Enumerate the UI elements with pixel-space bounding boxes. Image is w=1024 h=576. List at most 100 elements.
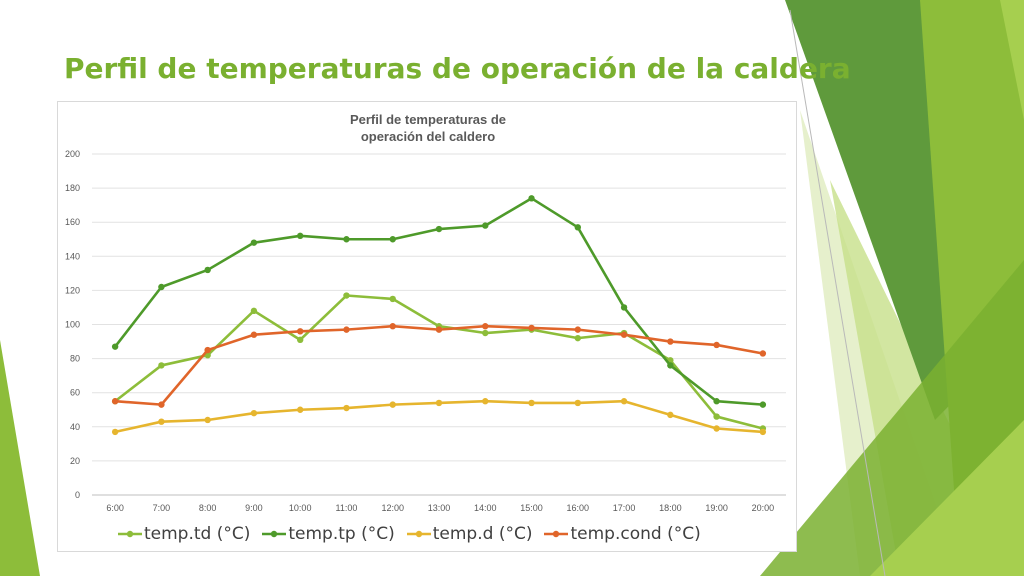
data-point xyxy=(528,399,535,407)
chart-title: Perfil de temperaturas de operación del … xyxy=(58,111,798,145)
data-point xyxy=(158,418,165,425)
legend-swatch xyxy=(406,530,431,538)
x-tick-label: 13:00 xyxy=(428,503,451,513)
data-point xyxy=(713,413,720,420)
data-point xyxy=(482,222,489,229)
legend-swatch xyxy=(118,530,142,538)
x-tick-label: 6:00 xyxy=(106,503,124,513)
x-tick-label: 19:00 xyxy=(705,503,728,513)
data-point xyxy=(250,331,258,338)
data-point xyxy=(111,428,119,436)
x-tick-label: 10:00 xyxy=(289,503,312,513)
y-tick-label: 160 xyxy=(65,217,80,227)
data-point xyxy=(389,401,396,408)
data-point xyxy=(204,266,211,274)
data-point xyxy=(389,295,396,303)
data-point xyxy=(667,362,674,369)
chart-plot: 0 20 40 60 80 100 120 140 160 180 200 6:00 7:00 8:00 9… xyxy=(65,149,786,513)
x-tick-label: 16:00 xyxy=(567,503,590,513)
x-tick-label: 12:00 xyxy=(381,503,404,513)
data-point xyxy=(111,398,119,405)
data-point xyxy=(620,331,628,338)
data-point xyxy=(713,341,720,349)
data-point xyxy=(574,326,581,333)
data-point xyxy=(713,398,720,405)
deco-left-bottom-shape xyxy=(0,340,40,576)
y-tick-label: 140 xyxy=(65,251,80,261)
data-point xyxy=(713,425,720,432)
data-point xyxy=(297,406,304,413)
legend-swatch xyxy=(262,530,287,538)
legend-label: temp.tp (°C) xyxy=(288,524,395,544)
deco-bottom-light-shape xyxy=(870,420,1024,576)
deco-thin-line xyxy=(789,9,886,576)
data-point xyxy=(297,328,304,335)
data-point xyxy=(343,292,350,299)
y-tick-label: 200 xyxy=(65,149,80,159)
chart-title-line-2: operación del caldero xyxy=(360,129,496,144)
data-point xyxy=(759,401,767,408)
data-point xyxy=(204,416,211,424)
y-tick-label: 80 xyxy=(70,354,80,364)
data-point xyxy=(482,398,489,405)
y-tick-label: 180 xyxy=(65,183,80,193)
data-point xyxy=(250,239,258,246)
data-point xyxy=(528,195,535,202)
x-tick-label: 11:00 xyxy=(336,503,358,513)
data-point xyxy=(759,350,767,357)
legend-label: temp.d (°C) xyxy=(432,524,533,544)
data-point xyxy=(158,362,165,369)
data-point xyxy=(297,336,304,344)
data-point xyxy=(158,283,165,291)
chart-title-line-1: Perfil de temperaturas de xyxy=(349,112,507,127)
legend-item: temp.tp (°C) xyxy=(262,524,395,544)
x-tick-label: 18:00 xyxy=(659,503,682,513)
y-tick-label: 0 xyxy=(75,490,80,500)
data-point xyxy=(574,224,581,231)
legend-item: temp.td (°C) xyxy=(118,524,250,544)
legend-item: temp.d (°C) xyxy=(406,524,533,544)
data-point xyxy=(620,304,628,311)
data-point xyxy=(667,411,674,419)
legend-swatch xyxy=(544,530,569,538)
chart-legend: temp.td (°C) temp.tp (°C) temp.d (°C) temp.… xyxy=(118,522,758,546)
data-point xyxy=(528,324,535,332)
data-point xyxy=(620,398,628,405)
data-point xyxy=(435,225,443,233)
data-point xyxy=(435,326,443,333)
data-point xyxy=(482,323,489,330)
data-point xyxy=(111,343,119,350)
data-point xyxy=(482,329,489,337)
y-tick-label: 40 xyxy=(70,422,80,432)
y-tick-label: 60 xyxy=(70,388,80,398)
x-tick-label: 14:00 xyxy=(474,503,497,513)
x-tick-label: 20:00 xyxy=(752,503,775,513)
x-tick-label: 17:00 xyxy=(613,503,636,513)
data-point xyxy=(574,334,581,342)
chart-container: Perfil de temperaturas de operación del … xyxy=(57,101,797,552)
legend-label: temp.cond (°C) xyxy=(570,524,701,544)
deco-right-bright-shape xyxy=(1000,0,1024,120)
legend-item: temp.cond (°C) xyxy=(544,524,701,544)
data-point xyxy=(343,236,350,243)
data-point xyxy=(389,323,396,330)
data-point xyxy=(204,346,211,354)
x-tick-label: 7:00 xyxy=(153,503,171,513)
legend-label: temp.td (°C) xyxy=(144,524,251,544)
slide-title: Perfil de temperaturas de operación de l… xyxy=(64,52,851,85)
data-point xyxy=(759,428,767,436)
data-point xyxy=(389,236,396,243)
data-point xyxy=(250,409,258,417)
data-point xyxy=(343,404,350,412)
data-point xyxy=(158,401,165,408)
data-point xyxy=(343,326,350,333)
y-tick-label: 120 xyxy=(65,285,80,295)
data-point xyxy=(574,399,581,407)
data-point xyxy=(250,307,258,315)
y-tick-label: 20 xyxy=(70,456,80,466)
series-line-0 xyxy=(114,294,764,430)
x-tick-label: 8:00 xyxy=(199,503,217,513)
y-tick-label: 100 xyxy=(65,320,80,330)
x-tick-label: 15:00 xyxy=(520,503,543,513)
data-point xyxy=(667,338,674,345)
